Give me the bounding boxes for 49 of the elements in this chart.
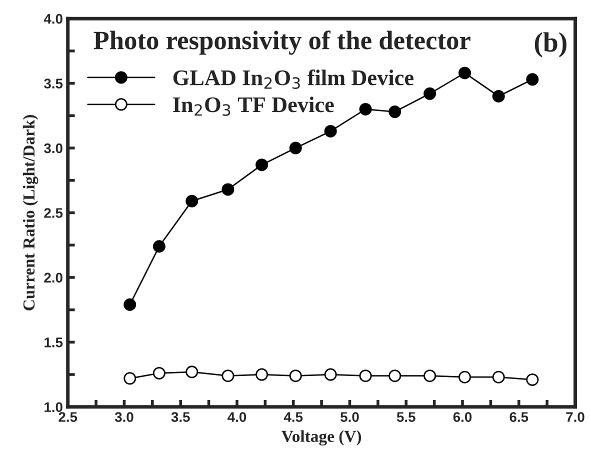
x-tick-label: 3.0 [114,412,134,422]
point [289,370,302,382]
chart-title: Photo responsivity of the detector [94,30,470,55]
x-axis-title: Voltage (V) [282,430,362,446]
point [424,370,436,382]
point [492,90,505,103]
x-tick-label: 5.0 [340,412,359,422]
y-tick-label: 3.5 [44,78,63,88]
x-tick-label: 3.5 [171,412,190,422]
x-tick-label: 5.5 [396,412,416,422]
y-tick-label: 3.0 [44,143,62,154]
y-tick-label: 4.0 [44,14,62,24]
y-tick-label: 1.5 [44,338,63,348]
point [124,298,136,311]
legend-label: In$_{2}$O$_{3}$ TF Device [173,96,334,116]
x-tick-label: 2.5 [58,412,78,422]
point [458,370,471,384]
point [152,366,166,380]
point [324,124,337,138]
point [186,194,198,208]
x-tick-label: 4.0 [228,412,246,422]
point [526,73,539,86]
annotation: (b) [534,32,566,58]
y-tick-label: 2.5 [44,208,63,218]
x-tick-label: 6.5 [510,412,528,422]
legend-label: GLAD In$_{2}$O$_{3}$ film Device [173,69,414,89]
x-tick-label: 7.0 [566,412,584,422]
y-axis-title: Current Ratio (Light/Dark) [22,115,38,310]
point [186,366,198,378]
y-tick-label: 1.0 [44,402,62,412]
point [359,102,372,116]
point [388,106,402,118]
y-tick-label: 2.0 [44,272,62,283]
point [256,368,268,381]
point [388,370,402,382]
point [124,372,136,385]
point [152,240,166,253]
point [359,370,372,382]
x-tick-label: 4.5 [284,412,303,422]
point [526,373,539,386]
point [458,66,471,80]
point [289,142,302,154]
point [492,370,505,384]
point [222,370,234,382]
point [424,87,436,100]
point [256,158,268,172]
x-tick-label: 6.0 [453,412,472,422]
point [324,368,337,381]
point [222,183,234,196]
